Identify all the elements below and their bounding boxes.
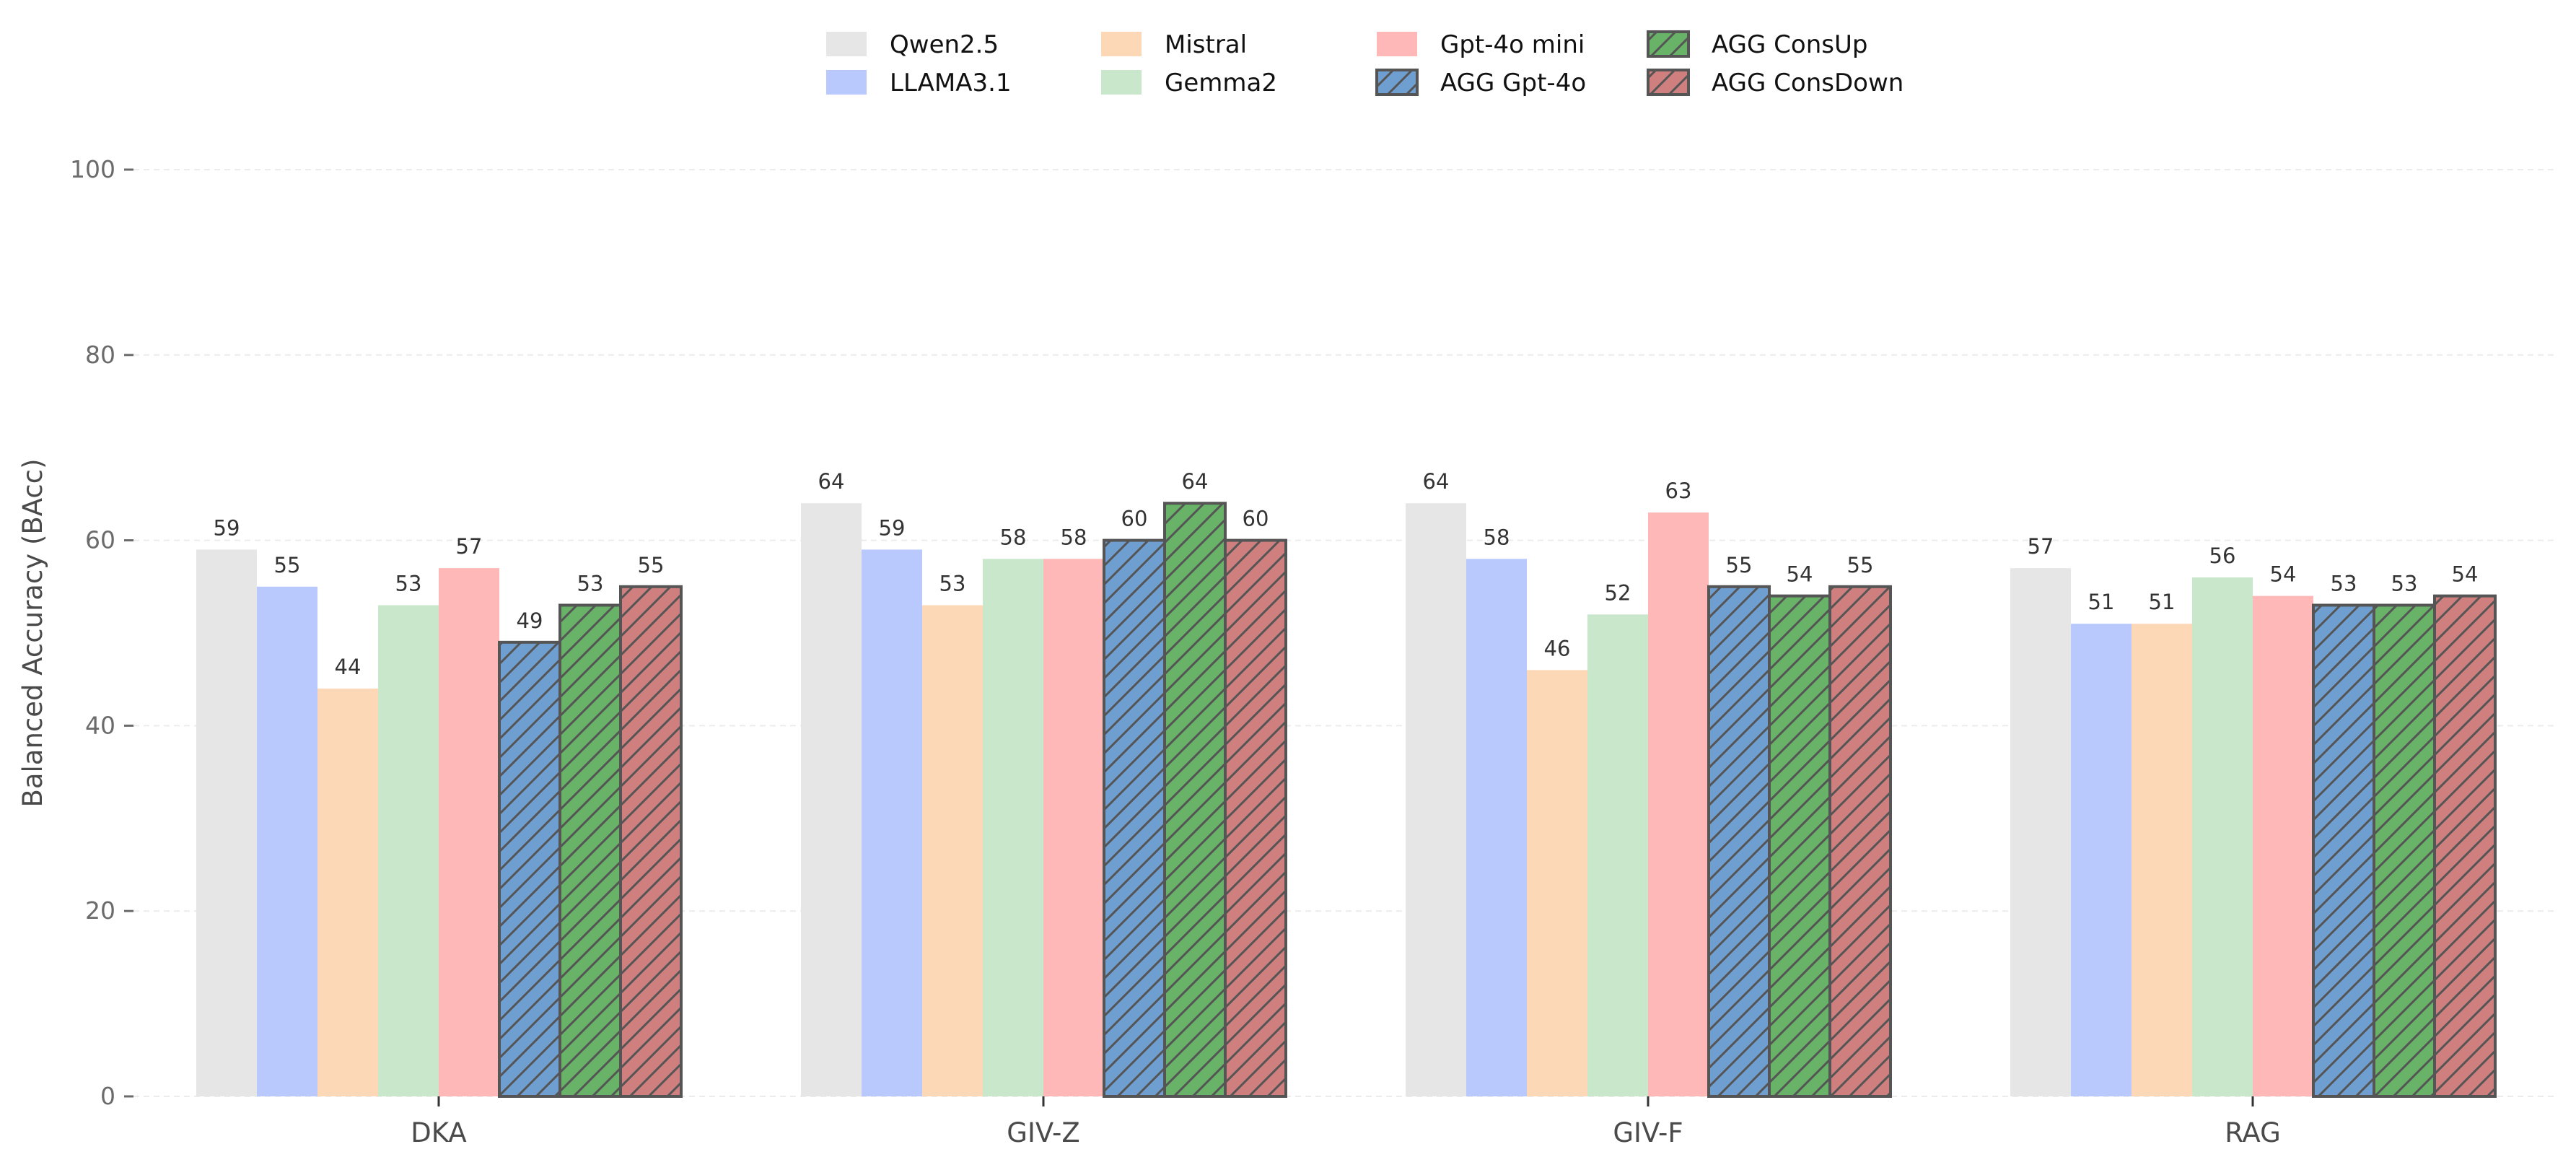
legend-swatch [1647, 69, 1690, 96]
data-label: 64 [1423, 469, 1450, 494]
data-label: 44 [335, 655, 362, 679]
legend-label: Mistral [1165, 30, 1247, 59]
bar-agg-consup-rag [2373, 603, 2436, 1098]
legend-label: Qwen2.5 [890, 30, 999, 59]
legend-swatch [826, 70, 867, 95]
legend-swatch [1375, 69, 1419, 96]
bar-agg-consdown-rag [2433, 594, 2497, 1098]
y-tick-label: 20 [85, 896, 115, 925]
data-label: 59 [214, 515, 240, 540]
legend-label: Gemma2 [1165, 69, 1277, 97]
bar-qwen2-5-giv-z [801, 503, 862, 1096]
data-label: 60 [1121, 507, 1148, 531]
bar-agg-gpt-4o-rag [2312, 603, 2375, 1098]
legend-swatch [1101, 70, 1142, 95]
legend-label: AGG ConsDown [1712, 69, 1903, 97]
data-label: 58 [1061, 525, 1087, 549]
legend-label: Gpt-4o mini [1440, 30, 1585, 59]
legend-swatch [1647, 30, 1690, 58]
data-label: 60 [1243, 507, 1269, 531]
bar-agg-consup-giv-z [1163, 502, 1227, 1098]
x-tick-label: RAG [2225, 1117, 2281, 1148]
bar-gemma2-dka [378, 605, 439, 1096]
bar-agg-gpt-4o-dka [498, 640, 561, 1098]
bar-gemma2-giv-z [983, 559, 1043, 1096]
data-label: 55 [638, 553, 665, 577]
bar-agg-consdown-giv-f [1828, 585, 1892, 1098]
bar-mistral-giv-f [1527, 670, 1587, 1096]
y-axis-label: Balanced Accuracy (BAcc) [17, 458, 48, 807]
data-label: 54 [2270, 562, 2297, 587]
y-tick-label: 40 [85, 711, 115, 739]
data-label: 64 [1182, 469, 1209, 494]
x-tick-label: DKA [411, 1117, 466, 1148]
legend: Qwen2.5 LLAMA3.1 Mistral Gemma2 Gpt-4o mini A… [826, 30, 1903, 97]
data-label: 53 [577, 571, 604, 595]
data-label: 55 [274, 553, 301, 577]
axes: 0 20 40 60 80 100 DKA GIV-Z GIV-F RAG [70, 155, 2281, 1148]
bar-agg-gpt-4o-giv-z [1103, 538, 1166, 1098]
data-label: 54 [2452, 562, 2479, 587]
bar-agg-consup-dka [558, 603, 622, 1098]
bar-llama3-1-dka [257, 586, 317, 1096]
data-label: 55 [1726, 553, 1753, 577]
bar-gpt-4o-mini-giv-f [1648, 512, 1709, 1096]
data-label: 58 [1484, 525, 1510, 549]
data-label: 56 [2209, 543, 2236, 568]
bar-agg-consdown-giv-z [1224, 538, 1287, 1098]
legend-swatch [1101, 32, 1142, 56]
bar-llama3-1-giv-f [1466, 559, 1527, 1096]
legend-swatch [826, 32, 867, 56]
data-label: 57 [456, 534, 483, 559]
y-tick-label: 80 [85, 341, 115, 369]
data-label: 52 [1605, 580, 1631, 605]
data-label: 46 [1544, 636, 1571, 660]
legend-label: AGG ConsUp [1712, 30, 1867, 59]
legend-label: LLAMA3.1 [890, 69, 1012, 97]
data-label: 63 [1665, 479, 1692, 503]
bar-agg-gpt-4o-giv-f [1707, 585, 1771, 1098]
data-label: 53 [2331, 571, 2357, 595]
data-label: 53 [2391, 571, 2418, 595]
data-label: 64 [818, 469, 845, 494]
data-label: 51 [2149, 590, 2176, 614]
bar-agg-consup-giv-f [1768, 594, 1831, 1098]
bar-llama3-1-rag [2071, 624, 2132, 1096]
bar-qwen2-5-dka [196, 549, 257, 1096]
bar-agg-consdown-dka [619, 585, 683, 1098]
y-tick-label: 0 [100, 1082, 115, 1110]
data-label: 49 [517, 608, 543, 633]
x-tick-label: GIV-F [1613, 1117, 1683, 1148]
data-label: 59 [879, 515, 906, 540]
data-label: 53 [939, 571, 966, 595]
data-label: 53 [395, 571, 422, 595]
bar-gpt-4o-mini-giv-z [1043, 559, 1104, 1096]
data-label: 58 [1000, 525, 1027, 549]
bar-gpt-4o-mini-dka [439, 568, 499, 1096]
bar-mistral-giv-z [922, 605, 983, 1096]
bar-mistral-rag [2132, 624, 2192, 1096]
bar-qwen2-5-rag [2010, 568, 2071, 1096]
bar-mistral-dka [317, 689, 378, 1096]
y-tick-label: 100 [70, 155, 115, 183]
bar-gemma2-rag [2192, 577, 2253, 1096]
x-tick-label: GIV-Z [1007, 1117, 1079, 1148]
data-label: 51 [2088, 590, 2115, 614]
bars: 59 55 44 53 57 49 53 55 64 59 53 58 58 60 64 60 64 58 46 52… [196, 469, 2497, 1098]
bar-llama3-1-giv-z [862, 549, 922, 1096]
bar-gpt-4o-mini-rag [2253, 595, 2313, 1096]
y-tick-label: 60 [85, 526, 115, 554]
legend-label: AGG Gpt-4o [1440, 69, 1586, 97]
legend-swatch [1377, 32, 1417, 56]
bar-gemma2-giv-f [1587, 614, 1648, 1096]
data-label: 54 [1787, 562, 1813, 587]
data-label: 57 [2028, 534, 2054, 559]
bar-qwen2-5-giv-f [1406, 503, 1466, 1096]
data-label: 55 [1847, 553, 1874, 577]
